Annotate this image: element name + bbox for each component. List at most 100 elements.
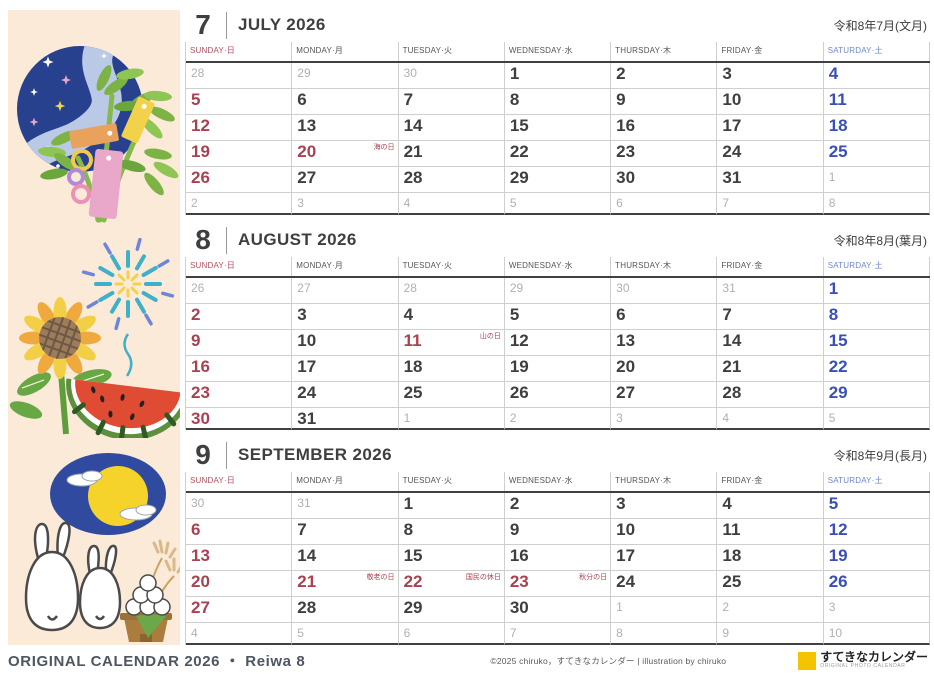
- logo-subtext: ORIGINAL PHOTO CALENDAR: [820, 663, 906, 670]
- weekday-header-row: SUNDAY·日 MONDAY·月 TUESDAY·火 WEDNESDAY·水 THUR…: [186, 257, 930, 278]
- day-cell: 24: [292, 382, 399, 408]
- day-cell: 28: [398, 278, 505, 304]
- day-number: 9: [191, 331, 201, 350]
- day-number: 14: [403, 116, 423, 135]
- weekday-header: THURSDAY·木: [611, 472, 718, 491]
- day-cell: 14: [292, 545, 399, 571]
- day-cell: 3: [611, 408, 718, 430]
- day-cell: 8: [823, 193, 930, 215]
- day-number: 10: [722, 90, 742, 109]
- day-number: 4: [403, 196, 411, 210]
- day-cell: 22: [504, 141, 612, 167]
- day-cell: 31: [292, 493, 399, 519]
- week-row: 30 31 1 2 3 4 5: [186, 408, 930, 430]
- week-row: 28 29 30 1 2 3 4: [186, 63, 930, 89]
- day-cell: 5: [823, 408, 930, 430]
- day-cell: 10: [611, 519, 718, 545]
- day-number: 30: [191, 409, 210, 428]
- day-number: 5: [828, 494, 839, 513]
- day-cell: 1: [398, 493, 505, 519]
- day-number: 3: [828, 600, 836, 614]
- day-number: 16: [616, 116, 636, 135]
- day-cell: 1: [504, 63, 612, 89]
- day-number: 28: [722, 383, 742, 402]
- day-number: 2: [509, 494, 520, 513]
- day-number: 9: [616, 90, 626, 109]
- holiday-label: 敬老の日: [366, 574, 395, 581]
- day-cell: 29: [823, 382, 930, 408]
- weekday-header: MONDAY·月: [292, 42, 399, 61]
- week-row: 16 17 18 19 20 21 22: [186, 356, 930, 382]
- day-cell: 18: [717, 545, 824, 571]
- day-cell: 5: [292, 623, 399, 645]
- day-cell: 31: [292, 408, 399, 430]
- month-era-label: 令和8年7月(文月): [833, 18, 927, 33]
- day-number: 21: [403, 142, 423, 161]
- month-title: 7 JULY 2026 令和8年7月(文月): [185, 8, 930, 42]
- day-number: 19: [509, 357, 529, 376]
- day-cell: 21: [717, 356, 824, 382]
- day-number: 25: [403, 383, 423, 402]
- day-cell: 26: [823, 571, 930, 597]
- day-number: 3: [616, 494, 626, 513]
- day-number: 27: [616, 383, 636, 402]
- day-cell: 29: [504, 278, 612, 304]
- day-cell: 19: [504, 356, 612, 382]
- illustration-panel: [8, 10, 180, 645]
- week-row: 26 27 28 29 30 31 1: [186, 167, 930, 193]
- day-number: 4: [828, 64, 839, 83]
- day-cell: 20: [186, 571, 293, 597]
- day-cell: 9: [504, 519, 612, 545]
- footer-title: ORIGINAL CALENDAR 2026 ・ Reiwa 8: [8, 653, 306, 670]
- day-number: 10: [616, 520, 636, 539]
- weekday-header: FRIDAY·金: [717, 257, 824, 276]
- day-cell: 8: [611, 623, 718, 645]
- day-cell: 24: [611, 571, 718, 597]
- day-cell: 23 秋分の日: [504, 571, 612, 597]
- month-grid: SUNDAY·日 MONDAY·月 TUESDAY·火 WEDNESDAY·水 THUR…: [185, 257, 930, 430]
- day-number: 11: [403, 331, 422, 350]
- day-cell: 1: [823, 278, 930, 304]
- day-number: 8: [828, 305, 839, 324]
- day-number: 8: [509, 90, 520, 109]
- day-cell: 7: [717, 304, 824, 330]
- day-cell: 7: [292, 519, 399, 545]
- tanabata-illustration: [17, 46, 179, 223]
- day-cell: 9: [611, 89, 718, 115]
- day-number: 17: [722, 116, 742, 135]
- day-number: 7: [403, 90, 414, 109]
- day-number: 12: [828, 520, 848, 539]
- day-cell: 30: [398, 63, 505, 89]
- months: 7 JULY 2026 令和8年7月(文月) SUNDAY·日 MONDAY·月 TUES…: [185, 8, 930, 653]
- day-cell: 12: [186, 115, 293, 141]
- day-number: 24: [297, 383, 317, 402]
- day-cell: 28: [717, 382, 824, 408]
- day-cell: 2: [186, 193, 293, 215]
- day-number: 15: [403, 546, 423, 565]
- month-name: AUGUST 2026: [238, 230, 357, 249]
- day-cell: 23: [186, 382, 293, 408]
- day-number: 13: [616, 331, 636, 350]
- day-number: 30: [616, 281, 630, 295]
- week-row: 12 13 14 15 16 17 18: [186, 115, 930, 141]
- day-cell: 26: [186, 167, 293, 193]
- day-number: 27: [297, 168, 317, 187]
- month-grid: SUNDAY·日 MONDAY·月 TUESDAY·火 WEDNESDAY·水 THUR…: [185, 42, 930, 215]
- logo-square-icon: [798, 651, 817, 670]
- month-number: 8: [195, 224, 211, 255]
- day-number: 6: [297, 90, 307, 109]
- day-cell: 11: [823, 89, 930, 115]
- day-number: 29: [509, 168, 529, 187]
- day-cell: 26: [504, 382, 612, 408]
- day-cell: 10: [823, 623, 930, 645]
- week-row: 27 28 29 30 1 2 3: [186, 597, 930, 623]
- day-cell: 29: [292, 63, 399, 89]
- month-name: JULY 2026: [238, 15, 326, 34]
- holiday-label: 山の日: [479, 333, 501, 340]
- day-number: 4: [722, 494, 732, 513]
- day-cell: 15: [504, 115, 612, 141]
- day-number: 18: [828, 116, 848, 135]
- day-cell: 6: [186, 519, 293, 545]
- footer: ORIGINAL CALENDAR 2026 ・ Reiwa 8 ©2025 c…: [0, 642, 934, 683]
